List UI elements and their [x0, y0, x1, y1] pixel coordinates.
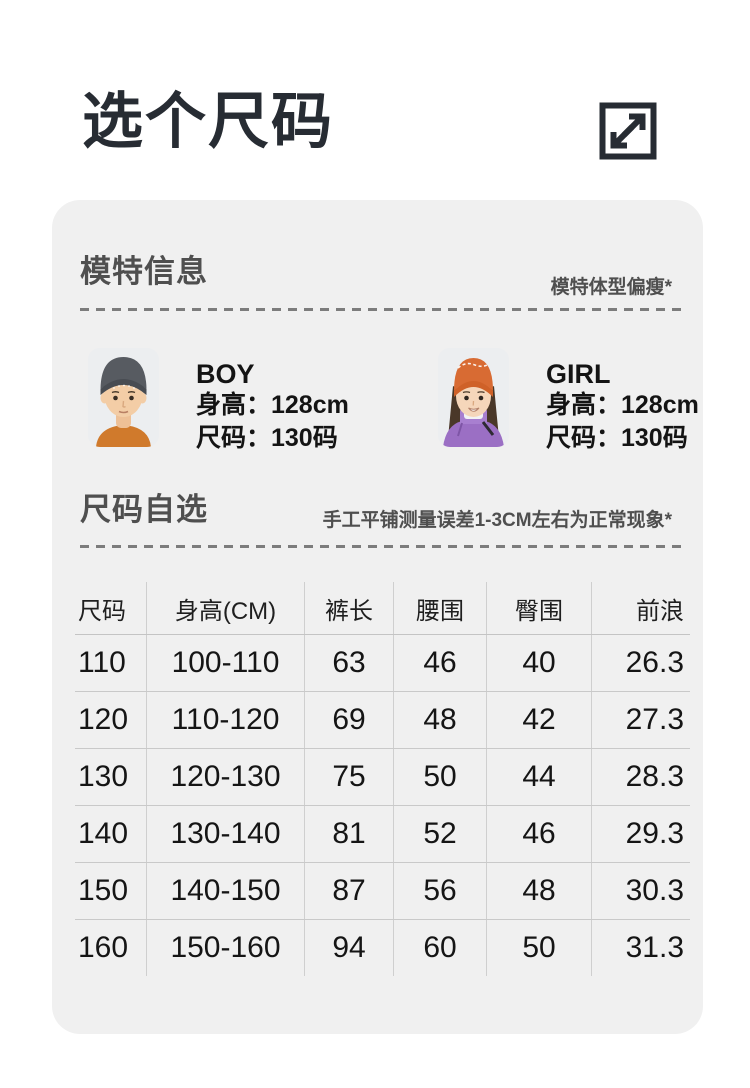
table-row: 150 140-150 87 56 48 30.3 [75, 863, 690, 920]
table-cell: 110-120 [147, 692, 305, 748]
table-cell: 44 [487, 749, 592, 805]
table-cell: 26.3 [625, 646, 684, 679]
table-cell: 120 [75, 692, 147, 748]
table-cell: 50 [487, 920, 592, 976]
divider-dashed [80, 308, 682, 311]
table-cell: 46 [394, 635, 487, 691]
table-row: 130 120-130 75 50 44 28.3 [75, 749, 690, 806]
table-cell: 48 [487, 863, 592, 919]
table-cell: 130 [75, 749, 147, 805]
table-cell: 30.3 [625, 874, 684, 907]
table-cell: 69 [305, 692, 394, 748]
model-label: GIRL [546, 359, 611, 389]
size-table: 尺码 身高(CM) 裤长 腰围 臀围 前浪 110 100-110 63 46 40 26.3 120… [75, 582, 690, 976]
table-cell: 130-140 [147, 806, 305, 862]
table-cell: 140-150 [147, 863, 305, 919]
table-row: 140 130-140 81 52 46 29.3 [75, 806, 690, 863]
size-table-body: 110 100-110 63 46 40 26.3 120 110-120 69 48 42 27.3… [75, 635, 690, 976]
table-cell: 46 [487, 806, 592, 862]
size-guide-card: 模特信息 模特体型偏瘦* [52, 200, 703, 1034]
table-cell: 110 [75, 635, 147, 691]
table-cell: 31.3 [625, 931, 684, 964]
table-cell: 87 [305, 863, 394, 919]
table-cell: 48 [394, 692, 487, 748]
boy-photo [88, 348, 159, 447]
table-cell: 27.3 [625, 703, 684, 736]
table-cell: 150-160 [147, 920, 305, 976]
table-cell: 81 [305, 806, 394, 862]
expand-icon[interactable] [599, 102, 657, 160]
table-cell: 140 [75, 806, 147, 862]
expand-icon-glyph [599, 102, 657, 160]
table-header-row: 尺码 身高(CM) 裤长 腰围 臀围 前浪 [75, 582, 690, 635]
table-cell: 120-130 [147, 749, 305, 805]
model-card-boy: BOY 身高：128cm 尺码：130码 [88, 348, 349, 455]
size-select-heading: 尺码自选 [80, 492, 208, 527]
table-cell: 94 [305, 920, 394, 976]
model-info-note: 模特体型偏瘦* [550, 277, 672, 298]
table-cell: 150 [75, 863, 147, 919]
table-cell: 52 [394, 806, 487, 862]
table-header-cell: 身高(CM) [147, 582, 305, 634]
model-size: 尺码：130码 [196, 424, 338, 452]
table-row: 160 150-160 94 60 50 31.3 [75, 920, 690, 976]
girl-photo [438, 348, 509, 447]
table-cell: 63 [305, 635, 394, 691]
table-cell: 42 [487, 692, 592, 748]
table-cell: 28.3 [625, 760, 684, 793]
table-cell: 160 [75, 920, 147, 976]
model-card-girl: GIRL 身高：128cm 尺码：130码 [438, 348, 699, 455]
table-cell: 100-110 [147, 635, 305, 691]
table-cell: 60 [394, 920, 487, 976]
model-size: 尺码：130码 [546, 424, 688, 452]
table-cell: 40 [487, 635, 592, 691]
table-header-cell: 腰围 [394, 582, 487, 634]
size-select-note: 手工平铺测量误差1-3CM左右为正常现象* [322, 510, 672, 531]
table-row: 120 110-120 69 48 42 27.3 [75, 692, 690, 749]
table-cell: 75 [305, 749, 394, 805]
table-header-cell: 尺码 [75, 582, 147, 634]
table-cell: 29.3 [625, 817, 684, 850]
table-header-cell: 裤长 [305, 582, 394, 634]
table-cell: 50 [394, 749, 487, 805]
model-height: 身高：128cm [196, 391, 349, 419]
table-cell: 56 [394, 863, 487, 919]
model-height: 身高：128cm [546, 391, 699, 419]
table-header-cell: 臀围 [487, 582, 592, 634]
table-header-cell: 前浪 [636, 597, 684, 625]
table-row: 110 100-110 63 46 40 26.3 [75, 635, 690, 692]
page-title: 选个尺码 [82, 87, 335, 155]
model-label: BOY [196, 359, 255, 389]
divider-dashed [80, 545, 682, 548]
model-info-heading: 模特信息 [80, 254, 208, 289]
